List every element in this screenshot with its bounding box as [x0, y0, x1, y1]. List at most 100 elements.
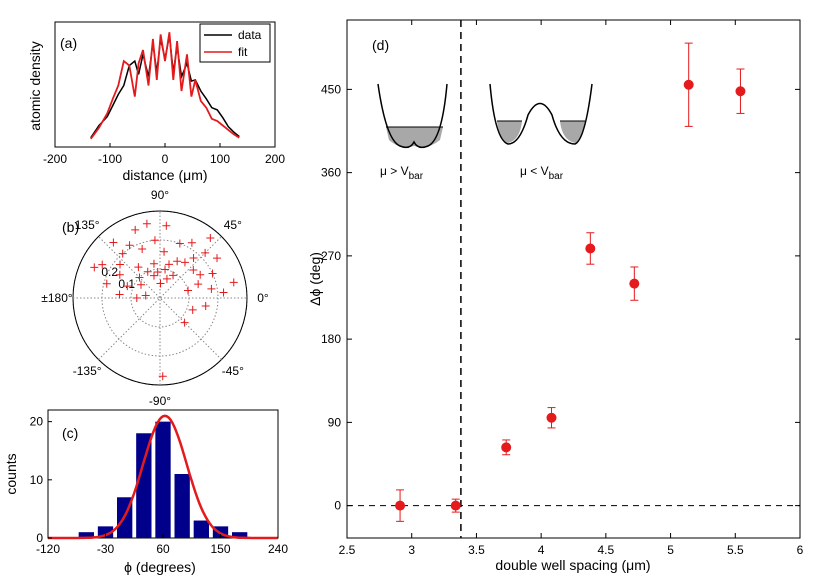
panel-c-label: (c): [62, 425, 78, 441]
panel-d-ytick-label: 360: [321, 166, 341, 180]
panel-d-xtick-label: 2.5: [339, 543, 356, 557]
polar-point-marker: [149, 271, 158, 280]
polar-point-marker: [173, 257, 182, 266]
inset-left-caption: μ > Vbar: [380, 164, 424, 182]
polar-point-marker: [201, 302, 210, 311]
panel-c-ylabel: counts: [3, 453, 19, 494]
panel-a-xtick-label: 100: [210, 152, 230, 166]
panel-a-xlabel: distance (μm): [122, 167, 207, 183]
panel-d-ytick-label: 450: [321, 82, 341, 96]
panel-d-xtick-label: 5: [667, 543, 674, 557]
inset-left-potential: [377, 83, 448, 149]
polar-point-marker: [102, 279, 111, 288]
panel-a-xtick-label: 0: [162, 152, 169, 166]
polar-angle-label: ±180°: [41, 291, 73, 305]
polar-spoke: [98, 236, 222, 360]
polar-point-marker: [115, 290, 124, 299]
inset-double-well-low-mu: μ < Vbar: [489, 83, 593, 182]
data-point: [395, 500, 406, 511]
polar-angle-label: 135°: [75, 218, 100, 232]
polar-point-marker: [219, 288, 228, 297]
histogram-bar: [155, 421, 171, 538]
panel-d-xtick-label: 4.5: [598, 543, 615, 557]
panel-c: (c) counts ϕ (degrees) -120 -30 60 150 240 0 1…: [3, 409, 289, 575]
polar-point-marker: [150, 236, 159, 245]
polar-point-marker: [160, 247, 169, 256]
polar-point-marker: [229, 278, 238, 287]
polar-point-marker: [156, 279, 165, 288]
panel-a-fit-line: [90, 32, 240, 140]
polar-point-marker: [90, 263, 99, 272]
polar-point-marker: [206, 234, 215, 243]
polar-point-marker: [175, 239, 184, 248]
panel-d-xtick-label: 4: [538, 543, 545, 557]
polar-angle-label: 45°: [224, 218, 242, 232]
data-point: [585, 243, 596, 254]
histogram-bar: [97, 526, 114, 538]
panel-c-xtick-label: -30: [97, 542, 115, 556]
panel-d-points: [395, 42, 746, 522]
polar-point-marker: [180, 258, 189, 267]
panel-b-angle-labels: 90°45°0°-45°-90°-135°±180°135°0.20.1: [41, 188, 269, 408]
polar-point-marker: [184, 286, 193, 295]
inset-right-fill-right: [560, 121, 585, 143]
panel-b: (b) 90°45°0°-45°-90°-135°±180°135°0.20.1: [41, 188, 269, 408]
panel-c-xtick-label: 60: [156, 542, 170, 556]
panel-a-xtick-label: -200: [43, 152, 67, 166]
panel-d: (d) Δϕ (deg) double well spacing (μm) 2.…: [307, 19, 804, 573]
polar-point-marker: [138, 244, 147, 253]
data-point: [683, 79, 694, 90]
polar-point-marker: [189, 266, 198, 275]
panel-c-xtick-label: 150: [210, 542, 230, 556]
polar-point-marker: [153, 267, 162, 276]
panel-c-bars: [78, 421, 248, 538]
polar-point-marker: [169, 271, 178, 280]
polar-point-marker: [109, 238, 118, 247]
panel-a-xtick-label: -100: [98, 152, 122, 166]
histogram-bar: [232, 532, 248, 538]
data-point: [501, 442, 512, 453]
polar-point-marker: [135, 273, 144, 282]
panel-b-label: (b): [62, 219, 79, 235]
polar-point-marker: [162, 274, 171, 283]
panel-d-axes-box: [346, 19, 801, 539]
panel-a-label: (a): [60, 35, 77, 51]
polar-point-marker: [161, 265, 170, 274]
polar-point-marker: [125, 241, 134, 250]
legend-data-label: data: [238, 28, 262, 42]
panel-c-xlabel: ϕ (degrees): [124, 559, 196, 575]
inset-double-well-high-mu: μ > Vbar: [377, 83, 448, 182]
polar-point-marker: [213, 254, 222, 263]
panel-a-ylabel: atomic density: [27, 41, 43, 130]
histogram-bar: [193, 520, 209, 538]
inset-left-fill: [386, 127, 443, 148]
polar-point-marker: [187, 238, 196, 247]
panel-a-xtick-labels: -200 -100 0 100 200: [43, 143, 285, 166]
polar-point-marker: [131, 225, 140, 234]
polar-point-marker: [196, 270, 205, 279]
polar-point-marker: [134, 263, 143, 272]
polar-angle-label: 90°: [151, 188, 169, 202]
legend-fit-label: fit: [238, 45, 248, 59]
panel-d-xtick-label: 6: [797, 543, 804, 557]
panel-d-xlabel: double well spacing (μm): [495, 557, 650, 573]
data-point: [546, 412, 557, 423]
inset-right-caption: μ < Vbar: [520, 164, 564, 182]
panel-a-legend: data fit: [199, 23, 271, 63]
polar-point-marker: [132, 294, 141, 302]
polar-point-marker: [162, 221, 171, 230]
polar-point-marker: [188, 305, 197, 314]
histogram-bar: [136, 433, 152, 538]
panel-d-ytick-label: 180: [321, 332, 341, 346]
panel-c-tick-labels: -120 -30 60 150 240 0 10 20: [30, 415, 289, 556]
panel-c-ytick-label: 10: [30, 473, 44, 487]
polar-spoke: [98, 236, 222, 360]
panel-d-xtick-label: 5.5: [727, 543, 744, 557]
panel-d-tick-labels: 2.5 3 3.5 4 4.5 5 5.5 6 0 90 180 270 360 450: [321, 20, 804, 557]
polar-point-marker: [207, 284, 216, 293]
panel-d-ytick-label: 0: [334, 499, 341, 513]
polar-point-marker: [116, 260, 125, 269]
polar-point-marker: [118, 249, 127, 258]
panel-d-xtick-label: 3: [408, 543, 415, 557]
